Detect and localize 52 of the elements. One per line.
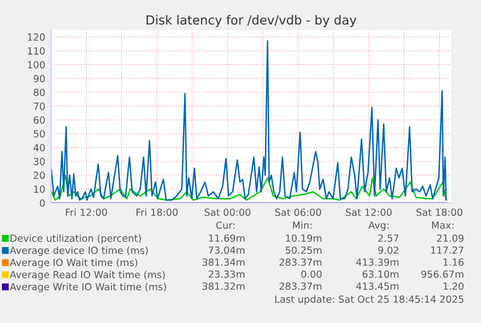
legend-label: Average Read IO Wait time (ms): [10, 270, 165, 280]
x-tick-label: Sat 12:00: [346, 208, 392, 216]
text: 1.20: [444, 282, 464, 290]
text: 1.16: [444, 258, 464, 266]
y-tick-label: 70: [34, 102, 45, 110]
text: Cur:: [216, 221, 235, 229]
text: Max:: [432, 222, 454, 229]
text: 381.32m: [202, 282, 244, 290]
text: Avg:: [368, 222, 388, 231]
text: 381.34m: [202, 258, 244, 266]
text: 11.69m: [209, 234, 244, 242]
y-tick-label: 40: [34, 144, 45, 152]
text: 50.25m: [286, 246, 322, 254]
text: 413.45m: [356, 282, 398, 290]
text: 10.19m: [286, 234, 322, 242]
legend-label: Average Write IO Wait time (ms): [10, 282, 166, 292]
y-tick-label: 0: [40, 199, 45, 207]
legend-label: Device utilization (percent): [10, 234, 141, 244]
y-tick-label: 60: [34, 116, 45, 124]
y-tick-label: 30: [34, 158, 45, 166]
text: 9.02: [378, 246, 398, 254]
y-tick-label: 120: [28, 33, 45, 41]
x-tick-label: Sat 18:00: [416, 208, 462, 216]
y-tick-label: 110: [28, 47, 45, 55]
chart-title: Disk latency for /dev/vdb - by day: [146, 14, 356, 28]
text: Last update: Sat Oct 25 18:45:14 2025: [275, 295, 464, 305]
x-tick-label: Sat 00:00: [204, 208, 250, 216]
text: 73.04m: [208, 246, 244, 254]
x-tick-label: Fri 12:00: [66, 208, 107, 216]
line-series: [50, 40, 447, 201]
text: Min:: [293, 221, 312, 229]
y-tick-label: 20: [34, 172, 45, 180]
text: 117.27: [431, 246, 464, 254]
text: 63.10m: [362, 270, 398, 278]
legend-label: Average IO Wait time (ms): [10, 258, 138, 268]
y-tick-label: 50: [34, 130, 45, 138]
y-tick-label: 90: [34, 74, 45, 82]
text: 2.57: [378, 234, 398, 242]
y-tick-label: 10: [34, 186, 45, 193]
text: 21.09: [437, 234, 464, 242]
text: 956.67m: [421, 270, 464, 278]
y-tick-label: 100: [28, 61, 45, 68]
text: 0.00: [301, 270, 322, 278]
text: 283.37m: [279, 258, 322, 266]
text: 283.37m: [279, 282, 322, 290]
x-tick-label: Fri 18:00: [136, 208, 178, 216]
x-tick-label: Sat 06:00: [275, 208, 322, 216]
line-series: [50, 174, 447, 201]
text: 413.39m: [356, 258, 398, 266]
y-tick-label: 80: [34, 88, 45, 96]
legend-label: Average device IO time (ms): [10, 246, 148, 256]
text: 23.33m: [208, 270, 244, 278]
